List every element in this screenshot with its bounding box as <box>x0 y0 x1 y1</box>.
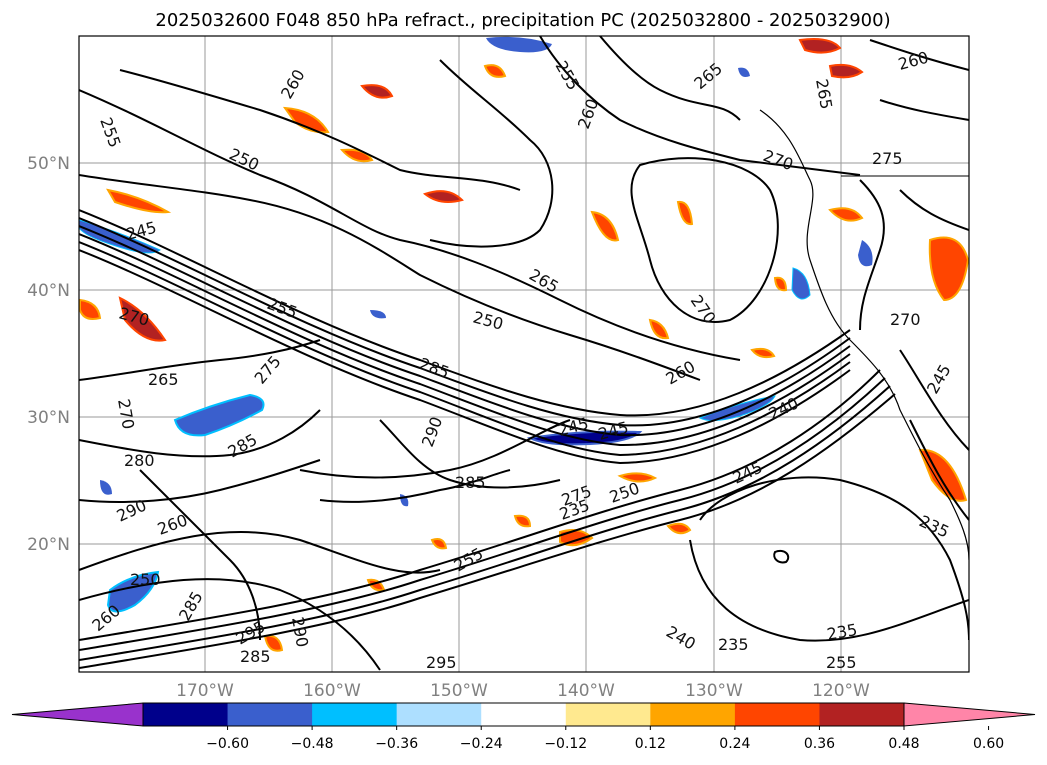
colorbar-tick-label: −0.36 <box>375 736 418 752</box>
coastline <box>759 109 969 561</box>
contour-label: 250 <box>130 570 161 589</box>
colorbar-tick-label: −0.12 <box>544 736 587 752</box>
colorbar-outline <box>142 702 905 727</box>
colorbar-tick-label: −0.24 <box>460 736 503 752</box>
contour-label: 235 <box>718 635 749 654</box>
lon-label-140w: 140°W <box>557 681 615 701</box>
colorbar: −0.60 −0.48 −0.36 −0.24 −0.12 0.12 0.24 0.36 0.4… <box>11 702 1036 752</box>
colorbar-segment <box>143 703 229 726</box>
colorbar-tick-label: −0.48 <box>291 736 334 752</box>
colorbar-segment <box>312 703 398 726</box>
lat-label-30n: 30°N <box>27 408 70 428</box>
colorbar-tick-label: 0.24 <box>719 736 750 752</box>
colorbar-extend-high <box>903 702 1036 727</box>
contour-label: 295 <box>426 653 457 672</box>
contour-label: 285 <box>240 647 271 666</box>
colorbar-segment <box>565 703 651 726</box>
colorbar-tick-label: −0.60 <box>206 736 249 752</box>
map-frame <box>78 35 970 673</box>
colorbar-tick-label: 0.12 <box>635 736 666 752</box>
longitude-labels: 170°W 160°W 150°W 140°W 130°W 120°W <box>176 681 870 701</box>
colorbar-segment <box>396 703 482 726</box>
lon-label-130w: 130°W <box>685 681 743 701</box>
colorbar-extend-low <box>11 702 144 727</box>
map-title: 2025032600 F048 850 hPa refract., precip… <box>155 10 890 31</box>
map-background <box>79 36 969 672</box>
colorbar-tick-label: 0.48 <box>888 736 919 752</box>
contour-label: 280 <box>124 451 155 470</box>
colorbar-segment <box>481 703 567 726</box>
colorbar-segment <box>819 703 905 726</box>
contour-label: 270 <box>890 310 921 329</box>
contour-label: 255 <box>826 653 857 672</box>
lat-label-50n: 50°N <box>27 154 70 174</box>
contour-label: 285 <box>455 473 486 492</box>
colorbar-segment <box>734 703 820 726</box>
contour-label: 265 <box>148 370 179 389</box>
map-area: 255 250 245 255 260 265 270 265 250 270 … <box>78 35 970 673</box>
lon-label-120w: 120°W <box>812 681 870 701</box>
colorbar-tick-label: 0.60 <box>973 736 1004 752</box>
refractivity-contours <box>79 36 969 671</box>
lon-label-160w: 160°W <box>303 681 361 701</box>
lat-label-40n: 40°N <box>27 281 70 301</box>
colorbar-segment <box>650 703 736 726</box>
colorbar-tick-label: 0.36 <box>804 736 835 752</box>
lat-label-20n: 20°N <box>27 535 70 555</box>
colorbar-segment <box>227 703 313 726</box>
lon-label-150w: 150°W <box>430 681 488 701</box>
graticule <box>79 36 969 672</box>
lon-label-170w: 170°W <box>176 681 234 701</box>
latitude-labels: 50°N 40°N 30°N 20°N <box>27 154 70 555</box>
contour-label: 275 <box>872 149 903 168</box>
